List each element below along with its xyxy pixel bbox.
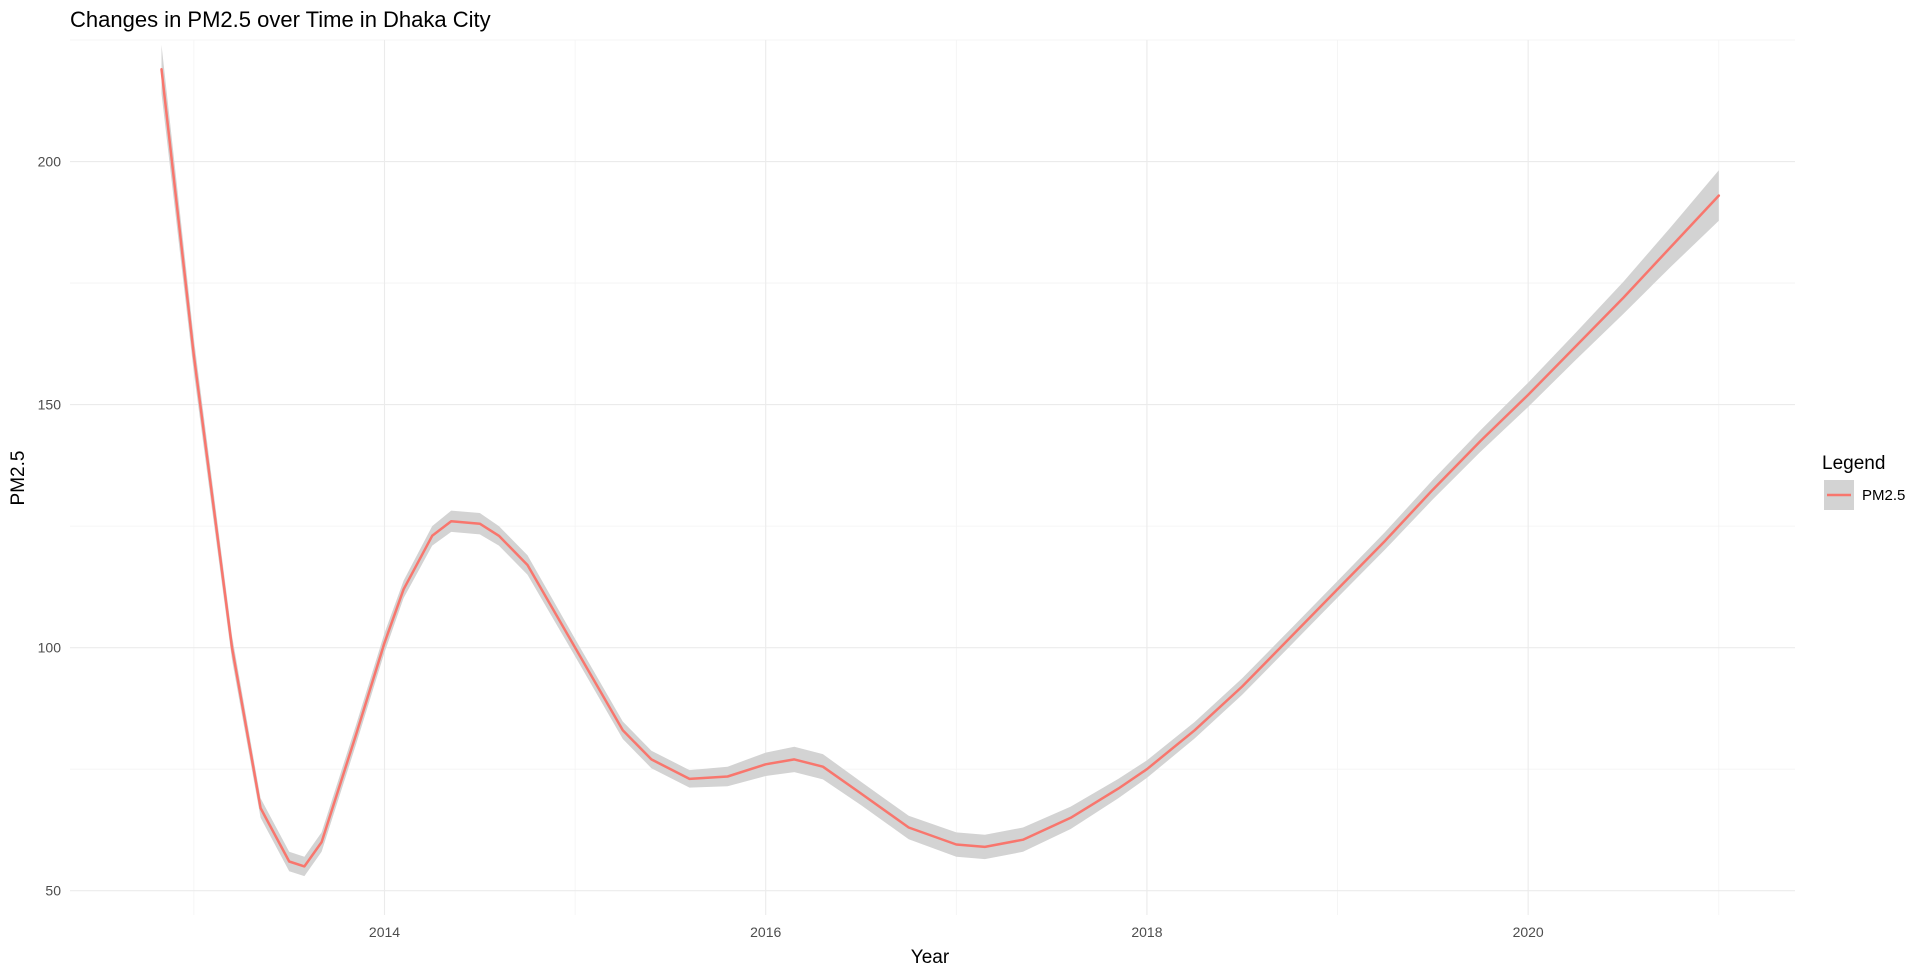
series-line-pm25 [160, 67, 1721, 868]
plot-grid [70, 39, 1795, 915]
x-tick-label: 2014 [369, 924, 400, 940]
x-tick-label: 2020 [1513, 924, 1544, 940]
series-line-layer [160, 67, 1721, 868]
legend-label-pm25: PM2.5 [1862, 487, 1905, 504]
x-tick-label: 2016 [750, 924, 781, 940]
x-tick-label: 2018 [1131, 924, 1162, 940]
chart-title: Changes in PM2.5 over Time in Dhaka City [70, 7, 491, 32]
y-tick-label: 150 [38, 397, 62, 413]
x-axis-tick-labels: 2014 2016 2018 2020 [369, 924, 1544, 940]
confidence-ribbon [161, 44, 1719, 877]
confidence-band-layer [161, 44, 1719, 877]
y-tick-label: 50 [45, 883, 61, 899]
x-axis-title: Year [911, 947, 950, 968]
legend: Legend PM2.5 [1822, 453, 1905, 510]
y-axis-title: PM2.5 [8, 451, 29, 506]
legend-title: Legend [1822, 453, 1885, 474]
y-tick-label: 200 [38, 154, 62, 170]
y-axis-tick-labels: 50 100 150 200 [38, 154, 62, 899]
y-tick-label: 100 [38, 640, 62, 656]
